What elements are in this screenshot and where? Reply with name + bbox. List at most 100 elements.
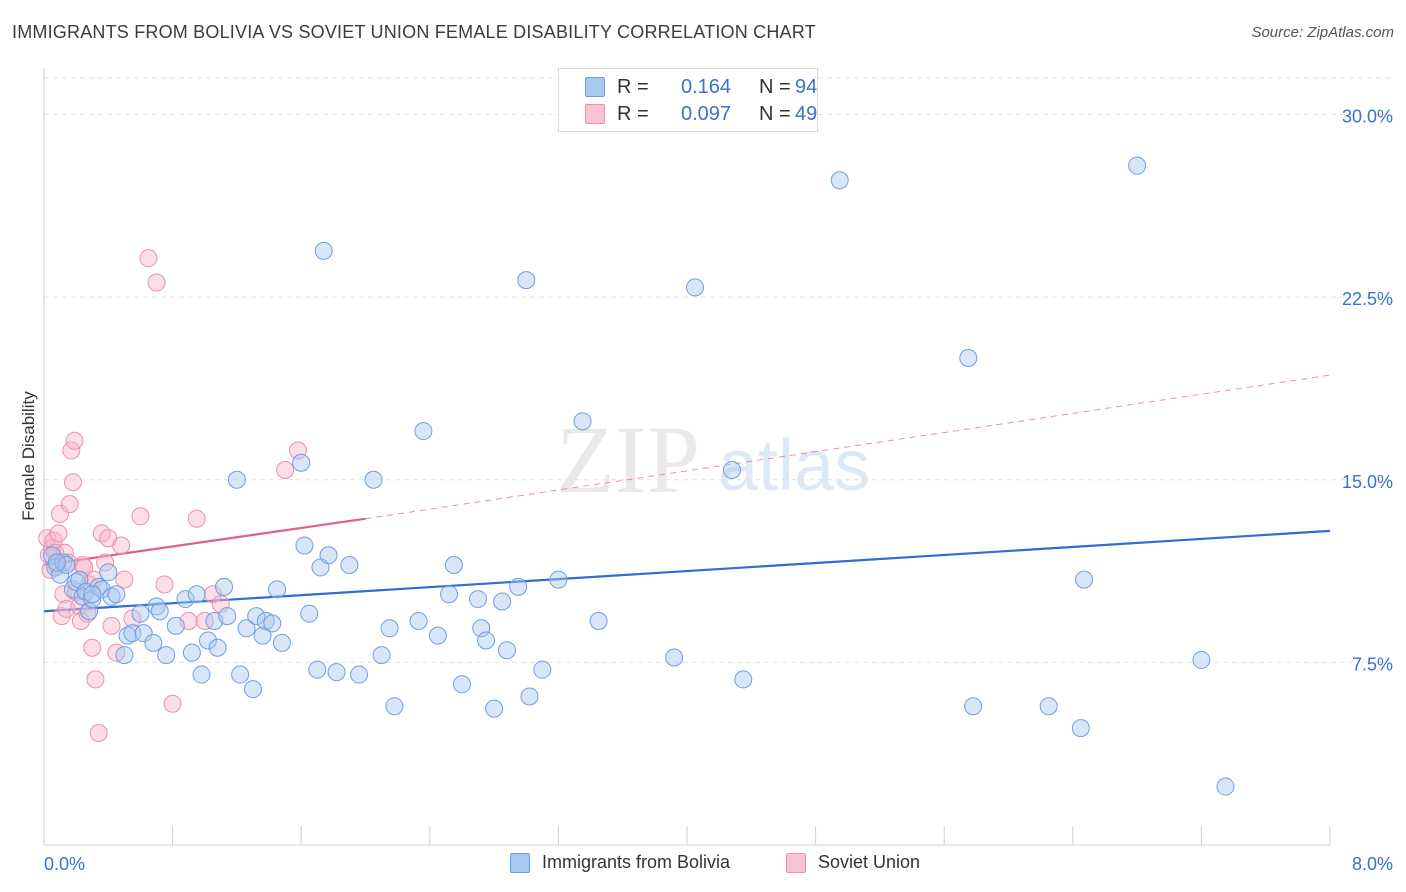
bolivia-point — [300, 604, 319, 623]
legend-r-value: 0.164 — [681, 75, 732, 98]
legend-label-soviet: Soviet Union — [818, 852, 921, 872]
legend-n-value: 49 — [795, 102, 818, 125]
bolivia-point — [292, 453, 311, 472]
bolivia-point — [198, 631, 217, 650]
grid-lines — [44, 77, 1392, 663]
bolivia-point — [497, 641, 516, 660]
x-tick-label: 0.0% — [44, 854, 85, 874]
bolivia-point — [253, 626, 272, 645]
bolivia-point — [589, 611, 608, 630]
soviet-union-point — [155, 575, 174, 594]
bolivia-point — [734, 670, 753, 689]
bolivia-point — [509, 577, 528, 596]
soviet-union-point — [195, 611, 214, 630]
y-tick-label: 7.5% — [1352, 654, 1393, 674]
bolivia-point — [54, 553, 73, 572]
bolivia-point — [409, 611, 428, 630]
bolivia-point — [364, 470, 383, 489]
bolivia-point — [380, 619, 399, 638]
bolivia-point — [964, 697, 983, 716]
bolivia-point — [686, 278, 705, 297]
bolivia-point — [350, 665, 369, 684]
bolivia-point — [131, 604, 150, 623]
legend-r-label: R = — [617, 102, 649, 125]
bolivia-point — [92, 580, 111, 599]
bolivia-point — [319, 546, 338, 565]
legend-r-value: 0.097 — [681, 102, 732, 125]
soviet-union-point — [276, 461, 295, 480]
bolivia-point — [1075, 570, 1094, 589]
bolivia-point — [176, 590, 195, 609]
soviet-union-point — [86, 670, 105, 689]
y-axis-label: Female Disability — [19, 391, 38, 521]
data-points — [38, 156, 1235, 796]
soviet-union-point — [139, 249, 158, 268]
legend-n-value: 94 — [795, 75, 818, 98]
bolivia-point — [182, 643, 201, 662]
bolivia-point — [268, 580, 287, 599]
axis-labels: 7.5% 15.0% 22.5% 30.0% 0.0% 8.0% Female Disabi… — [19, 107, 1393, 874]
legend-swatch-pink — [786, 852, 806, 873]
bolivia-point — [102, 587, 121, 606]
bolivia-point — [1192, 650, 1211, 669]
bolivia-point — [830, 171, 849, 190]
soviet-union-point — [163, 694, 182, 713]
bolivia-point — [157, 646, 176, 665]
legend-item-soviet[interactable]: Soviet Union — [786, 852, 920, 873]
bolivia-point — [231, 665, 250, 684]
bolivia-point — [517, 271, 536, 290]
bolivia-point — [218, 607, 237, 626]
legend-swatch-blue — [585, 77, 605, 97]
soviet-union-point — [51, 504, 70, 523]
bolivia-point — [440, 585, 459, 604]
axes — [43, 68, 1331, 846]
soviet-union-point — [96, 553, 115, 572]
soviet-union-point — [187, 509, 206, 528]
bolivia-point — [327, 663, 346, 682]
bolivia-point — [187, 585, 206, 604]
legend-n-label: N = — [759, 102, 791, 125]
bolivia-point — [308, 660, 327, 679]
legend-label-bolivia: Immigrants from Bolivia — [542, 852, 731, 872]
bolivia-point — [227, 470, 246, 489]
legend-item-bolivia[interactable]: Immigrants from Bolivia — [510, 852, 730, 873]
bolivia-point — [215, 577, 234, 596]
soviet-union-point — [49, 524, 68, 543]
correlation-legend: R = 0.164 N = 94 R = 0.097 N = 49 — [558, 68, 818, 132]
bolivia-point — [118, 626, 137, 645]
bolivia-point — [47, 553, 66, 572]
bolivia-point — [723, 461, 742, 480]
soviet-union-point — [147, 273, 166, 292]
bolivia-point — [243, 680, 262, 699]
legend-swatch-pink — [585, 104, 605, 124]
soviet-union-point — [115, 570, 134, 589]
bolivia-point — [493, 592, 512, 611]
bolivia-point — [144, 633, 163, 652]
bolivia-point — [99, 563, 118, 582]
y-tick-label: 30.0% — [1342, 107, 1393, 127]
bolivia-point — [452, 675, 471, 694]
bolivia-point — [51, 565, 70, 584]
y-tick-label: 22.5% — [1342, 289, 1393, 309]
bolivia-point — [134, 624, 153, 643]
soviet-union-point — [65, 431, 84, 450]
bolivia-point — [147, 597, 166, 616]
soviet-union-point — [89, 723, 108, 742]
bolivia-point — [520, 687, 539, 706]
bolivia-point — [469, 590, 488, 609]
soviet-union-point — [131, 507, 150, 526]
bolivia-point — [472, 619, 491, 638]
bolivia-point — [237, 619, 256, 638]
bolivia-point — [272, 633, 291, 652]
bolivia-point — [192, 665, 211, 684]
legend-n-label: N = — [759, 75, 791, 98]
bolivia-point — [115, 646, 134, 665]
chart-title: IMMIGRANTS FROM BOLIVIA VS SOVIET UNION … — [12, 22, 816, 42]
soviet-union-point — [63, 473, 82, 492]
bolivia-point — [549, 570, 568, 589]
bolivia-point — [89, 577, 108, 596]
bolivia-point — [665, 648, 684, 667]
y-tick-label: 15.0% — [1342, 472, 1393, 492]
bolivia-point — [414, 422, 433, 441]
